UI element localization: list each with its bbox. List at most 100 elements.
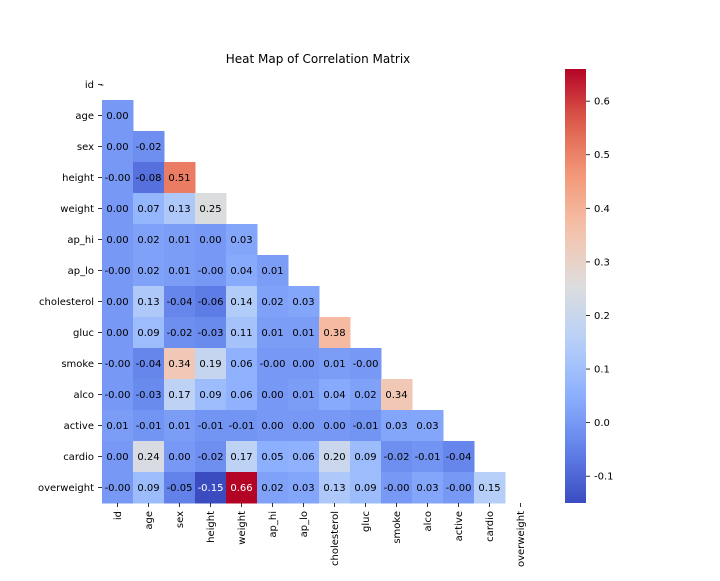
cell-value-label: -0.02 <box>198 452 224 463</box>
y-tick-label: gluc <box>73 328 94 339</box>
chart-title: Heat Map of Correlation Matrix <box>226 52 411 66</box>
heatmap-cell-overweight-ap_hi <box>257 472 289 504</box>
cell-value-label: 0.13 <box>323 483 345 494</box>
heatmap-cell-active-ap_lo <box>288 410 320 442</box>
heatmap-cell-ap_hi-height <box>195 224 227 256</box>
colorbar-tick-label: 0.3 <box>594 257 610 268</box>
cell-value-label: 0.00 <box>323 421 345 432</box>
cell-value-label: 0.03 <box>292 297 314 308</box>
cell-value-label: -0.02 <box>167 328 193 339</box>
cell-value-label: 0.09 <box>137 328 159 339</box>
heatmap-cell-ap_hi-id <box>102 224 134 256</box>
cell-value-label: -0.06 <box>198 297 224 308</box>
cell-value-label: 0.17 <box>168 390 190 401</box>
cell-value-label: -0.04 <box>446 452 472 463</box>
heatmap-cell-ap_lo-weight <box>226 255 258 287</box>
cell-value-label: -0.01 <box>229 421 255 432</box>
heatmap-cell-overweight-active <box>443 472 475 504</box>
cell-value-label: 0.02 <box>354 390 376 401</box>
x-tick-label: active <box>454 511 465 541</box>
colorbar-tick-label: 0.4 <box>594 204 610 215</box>
y-tick-label: weight <box>60 204 94 215</box>
heatmap-cell-overweight-weight <box>226 472 258 504</box>
x-tick-label: gluc <box>361 511 372 532</box>
cell-value-label: 0.06 <box>230 390 252 401</box>
heatmap-cell-smoke-ap_hi <box>257 348 289 380</box>
cell-value-label: 0.00 <box>106 452 128 463</box>
cell-value-label: 0.01 <box>168 421 190 432</box>
heatmap-cell-smoke-id <box>102 348 134 380</box>
heatmap-cell-active-id <box>102 410 134 442</box>
cell-value-label: 0.01 <box>261 328 283 339</box>
cell-value-label: 0.00 <box>292 421 314 432</box>
heatmap-cell-cholesterol-ap_lo <box>288 286 320 318</box>
heatmap-cell-ap_lo-height <box>195 255 227 287</box>
cell-value-label: 0.07 <box>137 204 159 215</box>
cell-value-label: 0.14 <box>230 297 252 308</box>
y-tick-label: smoke <box>61 359 94 370</box>
heatmap-cell-active-weight <box>226 410 258 442</box>
heatmap-cell-active-alco <box>412 410 444 442</box>
cell-value-label: 0.00 <box>106 235 128 246</box>
cell-value-label: 0.00 <box>106 297 128 308</box>
heatmap-cell-sex-id <box>102 131 134 163</box>
cell-value-label: -0.00 <box>384 483 410 494</box>
heatmap-cell-alco-sex <box>164 379 196 411</box>
colorbar-tick-label: 0.5 <box>594 150 610 161</box>
x-tick-label: cardio <box>485 511 496 542</box>
cell-value-label: -0.02 <box>384 452 410 463</box>
heatmap-cell-ap_lo-id <box>102 255 134 287</box>
heatmap-cell-smoke-height <box>195 348 227 380</box>
cell-value-label: -0.02 <box>136 142 162 153</box>
cell-value-label: 0.09 <box>137 483 159 494</box>
cell-value-label: 0.34 <box>385 390 407 401</box>
x-tick-label: alco <box>423 511 434 532</box>
cell-value-label: -0.00 <box>105 483 131 494</box>
cell-value-label: 0.66 <box>230 483 252 494</box>
colorbar-tick-label: 0.6 <box>594 97 610 108</box>
heatmap-cell-cardio-gluc <box>350 441 382 473</box>
x-axis-ticks: id age sex height weight ap_hi ap_lo cholestero… <box>113 503 527 567</box>
heatmap-cell-weight-height <box>195 193 227 225</box>
cell-value-label: 0.04 <box>323 390 345 401</box>
heatmap-cell-cardio-ap_lo <box>288 441 320 473</box>
cell-value-label: 0.04 <box>230 266 252 277</box>
cell-value-label: 0.00 <box>261 390 283 401</box>
cell-value-label: 0.09 <box>354 483 376 494</box>
heatmap-cell-overweight-smoke <box>381 472 413 504</box>
heatmap-cell-height-id <box>102 162 134 194</box>
cell-value-label: -0.01 <box>198 421 224 432</box>
heatmap-cell-cholesterol-height <box>195 286 227 318</box>
cell-value-label: 0.03 <box>385 421 407 432</box>
heatmap-cell-active-ap_hi <box>257 410 289 442</box>
heatmap-cell-active-sex <box>164 410 196 442</box>
colorbar-gradient <box>565 69 586 503</box>
cell-value-label: -0.00 <box>353 359 379 370</box>
x-tick-label: overweight <box>516 511 527 567</box>
cell-value-label: 0.03 <box>292 483 314 494</box>
y-tick-label: active <box>64 421 94 432</box>
y-tick-label: cholesterol <box>39 297 94 308</box>
cell-value-label: -0.03 <box>198 328 224 339</box>
heatmap-cell-ap_lo-age <box>133 255 165 287</box>
heatmap-cell-cholesterol-weight <box>226 286 258 318</box>
heatmap-cell-cholesterol-ap_hi <box>257 286 289 318</box>
cell-value-label: -0.04 <box>167 297 193 308</box>
heatmap-cell-cardio-id <box>102 441 134 473</box>
y-tick-label: height <box>62 173 94 184</box>
cell-value-label: -0.01 <box>353 421 379 432</box>
cell-value-label: 0.00 <box>106 111 128 122</box>
heatmap-cell-cardio-cholesterol <box>319 441 351 473</box>
x-tick-label: height <box>206 511 217 543</box>
cell-value-label: 0.34 <box>168 359 190 370</box>
heatmap-cell-ap_hi-sex <box>164 224 196 256</box>
cell-value-label: 0.03 <box>230 235 252 246</box>
heatmap-cell-height-sex <box>164 162 196 194</box>
y-tick-label: age <box>75 111 94 122</box>
cell-value-label: 0.38 <box>323 328 345 339</box>
cell-value-label: 0.00 <box>106 142 128 153</box>
cell-value-label: 0.01 <box>292 328 314 339</box>
cell-value-label: -0.15 <box>198 483 224 494</box>
cell-value-label: 0.25 <box>199 204 221 215</box>
